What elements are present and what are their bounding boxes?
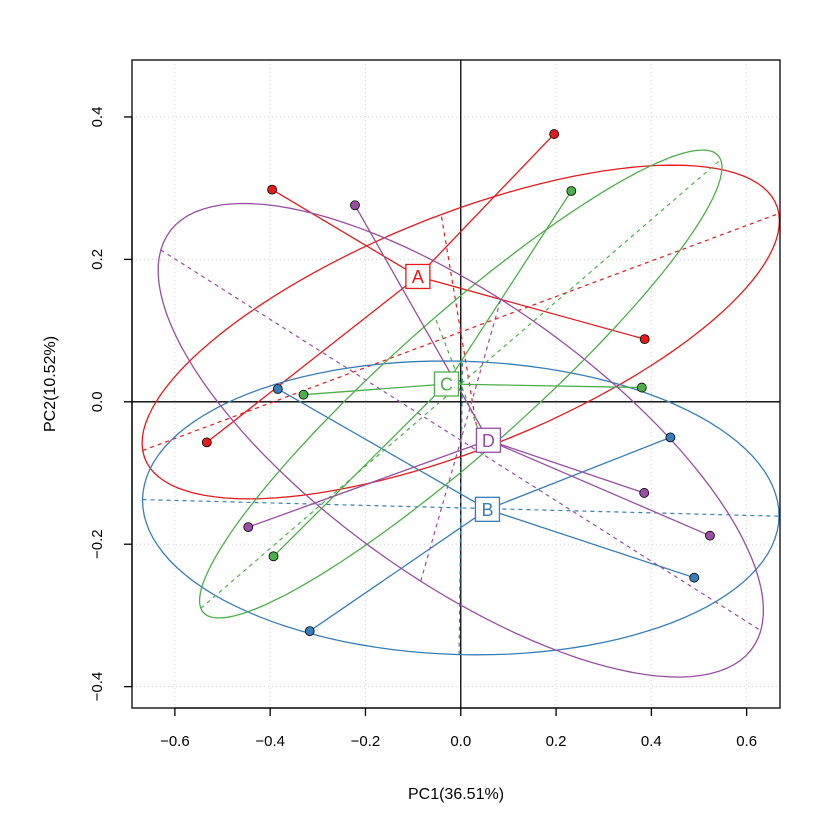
- spoke-b-2: [487, 508, 695, 579]
- spoke-d-3: [488, 439, 711, 537]
- y-tick-label-3: 0.2: [89, 249, 106, 270]
- group-label-box-d: [475, 427, 502, 453]
- point-c-1: [298, 389, 309, 400]
- point-a-2: [639, 334, 650, 345]
- spoke-d-1: [488, 439, 645, 494]
- minor-axis-d: [420, 299, 502, 582]
- group-label-box-b: [474, 496, 501, 522]
- ellipse-b: [141, 360, 780, 656]
- group-points-layer: [201, 129, 715, 636]
- group-labels-layer: A B C D: [405, 263, 502, 522]
- x-tick-label-5: 0.4: [641, 733, 662, 750]
- major-axis-b: [142, 499, 780, 517]
- y-tick-label-1: −0.2: [89, 529, 106, 559]
- group-label-box-a: [405, 263, 431, 290]
- point-c-0: [566, 186, 577, 196]
- point-a-1: [267, 184, 277, 195]
- y-tick-label-4: 0.4: [89, 107, 106, 128]
- group-label-c: C: [440, 375, 453, 395]
- x-tick-label-4: 0.2: [546, 733, 567, 750]
- spoke-b-3: [309, 508, 488, 632]
- groups-layer: A B C D: [141, 129, 780, 678]
- group-label-d: D: [482, 431, 495, 451]
- group-lines-layer: [141, 133, 780, 678]
- x-tick-label-3: 0.0: [450, 733, 471, 750]
- spoke-d-2: [248, 439, 489, 528]
- x-axis-label: PC1(36.51%): [408, 786, 504, 803]
- point-d-2: [243, 522, 254, 533]
- spoke-a-2: [417, 275, 645, 340]
- point-b-3: [304, 626, 315, 636]
- point-a-0: [549, 129, 560, 139]
- y-axis-label: PC2(10.52%): [42, 336, 59, 432]
- point-c-3: [268, 551, 279, 562]
- point-d-0: [350, 200, 360, 211]
- point-c-2: [636, 382, 647, 393]
- spoke-a-3: [206, 275, 419, 443]
- spoke-c-2: [446, 383, 642, 389]
- spoke-d-0: [354, 204, 489, 441]
- major-axis-c: [200, 159, 722, 609]
- point-a-3: [201, 437, 212, 448]
- spoke-b-0: [487, 436, 671, 510]
- point-d-3: [705, 530, 715, 541]
- point-b-0: [665, 432, 676, 443]
- major-axis-a: [142, 212, 780, 452]
- group-label-b: B: [481, 500, 493, 520]
- point-b-1: [272, 384, 283, 394]
- point-b-2: [689, 572, 700, 583]
- x-tick-label-2: −0.2: [351, 733, 381, 750]
- group-label-a: A: [412, 267, 424, 287]
- spoke-c-1: [303, 383, 447, 396]
- spoke-a-1: [271, 189, 419, 278]
- x-tick-label-6: 0.6: [736, 733, 757, 750]
- y-tick-label-0: −0.4: [89, 672, 106, 702]
- spoke-c-0: [445, 190, 572, 385]
- axes: −0.6 −0.4 −0.2 0.0 0.2 0.4 0.6 −0.4 −0.2 0.0 0.2 0.…: [89, 107, 757, 750]
- point-d-1: [639, 488, 650, 498]
- minor-axis-b: [458, 361, 464, 655]
- x-tick-label-0: −0.6: [160, 733, 190, 750]
- group-label-box-c: [433, 371, 460, 397]
- y-tick-label-2: 0.0: [89, 391, 106, 412]
- x-tick-label-1: −0.4: [255, 733, 285, 750]
- spoke-a-0: [417, 133, 555, 277]
- spoke-b-1: [277, 388, 488, 510]
